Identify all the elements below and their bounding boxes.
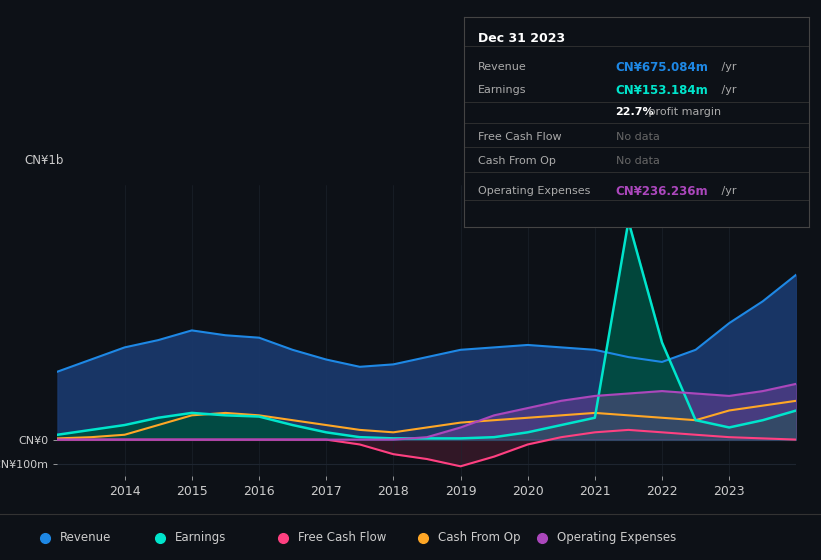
Text: No data: No data	[616, 156, 659, 166]
Text: /yr: /yr	[718, 186, 736, 196]
Text: No data: No data	[616, 132, 659, 142]
Text: Free Cash Flow: Free Cash Flow	[478, 132, 562, 142]
Text: profit margin: profit margin	[645, 108, 721, 118]
Text: CN¥236.236m: CN¥236.236m	[616, 185, 709, 198]
Text: Earnings: Earnings	[478, 85, 526, 95]
Text: Earnings: Earnings	[175, 531, 227, 544]
Text: CN¥675.084m: CN¥675.084m	[616, 60, 709, 74]
Text: Free Cash Flow: Free Cash Flow	[298, 531, 387, 544]
Text: Operating Expenses: Operating Expenses	[478, 186, 590, 196]
Text: Cash From Op: Cash From Op	[478, 156, 556, 166]
Text: 22.7%: 22.7%	[616, 108, 654, 118]
Text: Dec 31 2023: Dec 31 2023	[478, 31, 565, 44]
Text: Revenue: Revenue	[478, 62, 526, 72]
Text: /yr: /yr	[718, 62, 736, 72]
Text: /yr: /yr	[718, 85, 736, 95]
Text: Operating Expenses: Operating Expenses	[557, 531, 676, 544]
Text: Revenue: Revenue	[60, 531, 112, 544]
Text: Cash From Op: Cash From Op	[438, 531, 520, 544]
Text: CN¥153.184m: CN¥153.184m	[616, 84, 709, 97]
Text: CN¥1b: CN¥1b	[25, 155, 63, 167]
